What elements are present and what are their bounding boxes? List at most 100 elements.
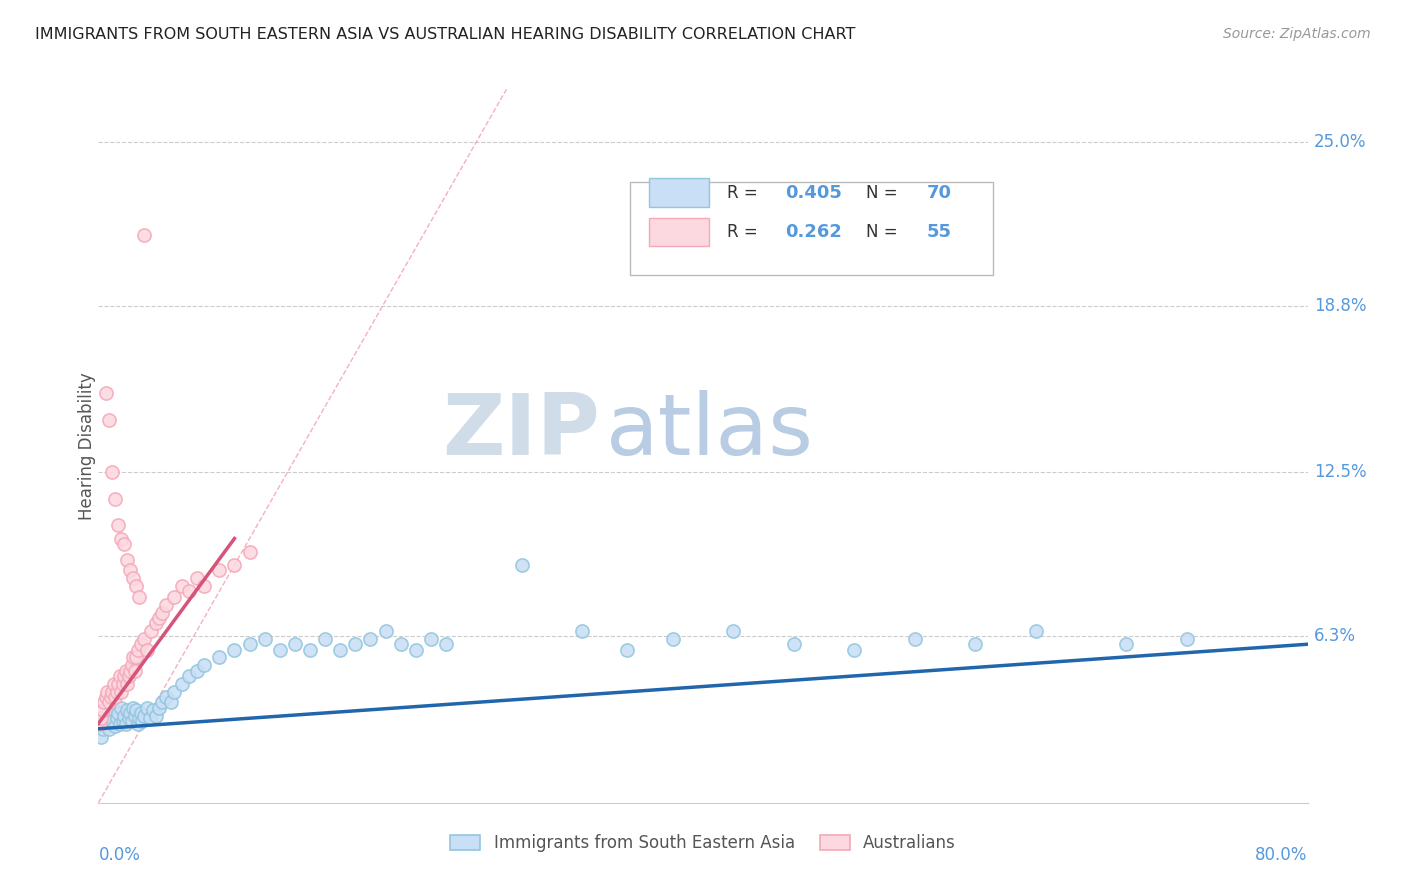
- Text: N =: N =: [866, 184, 903, 202]
- Point: [110, 685, 132, 699]
- Point: [405, 642, 427, 657]
- FancyBboxPatch shape: [648, 178, 709, 207]
- Point: [96, 685, 118, 699]
- Point: [101, 685, 124, 699]
- Point: [721, 624, 744, 638]
- Point: [121, 658, 143, 673]
- Text: 6.3%: 6.3%: [1313, 627, 1355, 645]
- Point: [94, 711, 117, 725]
- Text: N =: N =: [866, 223, 903, 241]
- Point: [163, 590, 186, 604]
- Point: [360, 632, 382, 646]
- Point: [125, 703, 148, 717]
- Point: [111, 714, 134, 728]
- Text: R =: R =: [727, 223, 763, 241]
- Point: [107, 677, 129, 691]
- Point: [108, 669, 131, 683]
- Point: [148, 700, 170, 714]
- Point: [239, 545, 262, 559]
- Point: [112, 669, 135, 683]
- Point: [434, 637, 457, 651]
- Point: [107, 518, 129, 533]
- Point: [661, 632, 683, 646]
- Text: 12.5%: 12.5%: [1313, 464, 1367, 482]
- Point: [101, 714, 124, 728]
- Point: [93, 695, 115, 709]
- Point: [111, 677, 134, 691]
- Point: [104, 491, 127, 506]
- Text: R =: R =: [727, 184, 763, 202]
- Point: [170, 579, 193, 593]
- Point: [314, 632, 336, 646]
- Point: [115, 703, 138, 717]
- Point: [101, 466, 124, 480]
- Text: 0.262: 0.262: [785, 223, 842, 241]
- Point: [115, 552, 138, 566]
- Point: [389, 637, 412, 651]
- Point: [155, 690, 177, 704]
- Point: [163, 685, 186, 699]
- Point: [193, 658, 215, 673]
- Point: [419, 632, 441, 646]
- Point: [344, 637, 367, 651]
- Point: [103, 677, 125, 691]
- Point: [155, 598, 177, 612]
- Point: [132, 632, 155, 646]
- Point: [150, 695, 173, 709]
- Point: [110, 532, 132, 546]
- Point: [93, 716, 115, 731]
- Point: [132, 227, 155, 242]
- Point: [142, 703, 165, 717]
- Text: 55: 55: [927, 223, 952, 241]
- Point: [94, 690, 117, 704]
- Point: [239, 637, 262, 651]
- Point: [112, 537, 135, 551]
- Point: [90, 711, 112, 725]
- Point: [122, 650, 145, 665]
- Point: [1115, 637, 1137, 651]
- Point: [135, 700, 157, 714]
- Point: [120, 706, 142, 720]
- Point: [253, 632, 276, 646]
- Point: [284, 637, 307, 651]
- Point: [904, 632, 927, 646]
- Point: [98, 695, 121, 709]
- Point: [115, 677, 138, 691]
- Text: 18.8%: 18.8%: [1313, 297, 1367, 315]
- Point: [186, 664, 208, 678]
- Point: [108, 716, 131, 731]
- Point: [139, 711, 162, 725]
- Point: [1024, 624, 1046, 638]
- Point: [121, 714, 143, 728]
- Text: Source: ZipAtlas.com: Source: ZipAtlas.com: [1223, 27, 1371, 41]
- Point: [118, 669, 141, 683]
- Point: [127, 716, 149, 731]
- Point: [224, 642, 246, 657]
- Point: [124, 664, 146, 678]
- Point: [208, 650, 231, 665]
- Point: [127, 642, 149, 657]
- Text: ZIP: ZIP: [443, 390, 600, 474]
- Point: [131, 714, 153, 728]
- Point: [141, 624, 163, 638]
- FancyBboxPatch shape: [630, 182, 993, 275]
- Point: [1175, 632, 1198, 646]
- Point: [114, 716, 136, 731]
- Text: 0.405: 0.405: [785, 184, 842, 202]
- Point: [98, 412, 121, 426]
- Text: 70: 70: [927, 184, 952, 202]
- Legend: Immigrants from South Eastern Asia, Australians: Immigrants from South Eastern Asia, Aust…: [443, 828, 963, 859]
- Point: [100, 708, 122, 723]
- Point: [844, 642, 866, 657]
- Point: [125, 579, 148, 593]
- Point: [150, 606, 173, 620]
- Point: [124, 708, 146, 723]
- Point: [122, 571, 145, 585]
- Point: [269, 642, 291, 657]
- Point: [128, 590, 150, 604]
- Point: [329, 642, 352, 657]
- Point: [104, 690, 127, 704]
- Point: [120, 664, 142, 678]
- Point: [118, 711, 141, 725]
- Point: [91, 722, 114, 736]
